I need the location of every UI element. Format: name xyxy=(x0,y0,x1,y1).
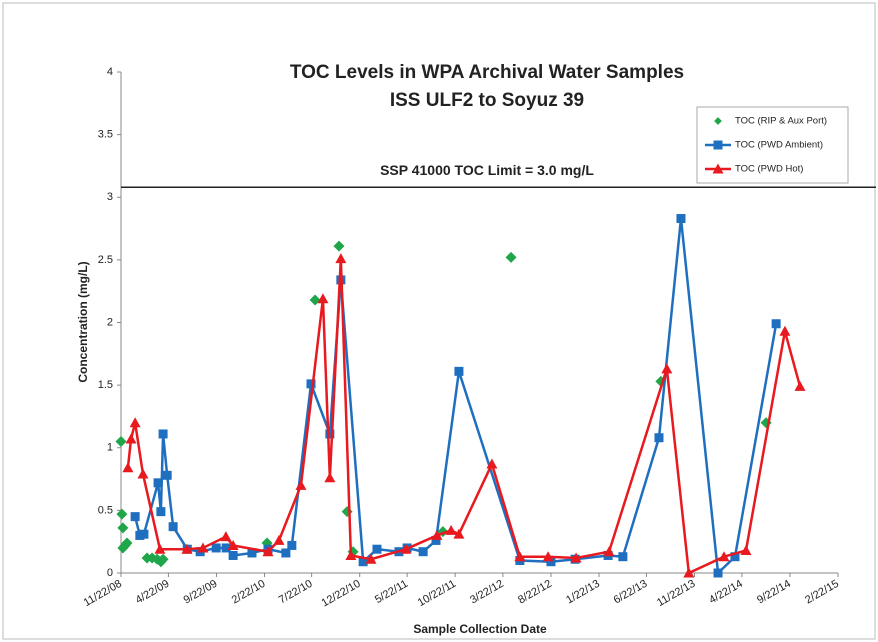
data-point xyxy=(505,251,517,263)
data-point xyxy=(794,380,806,391)
data-point xyxy=(154,543,166,554)
data-point xyxy=(168,522,178,532)
data-point xyxy=(333,240,345,252)
data-point xyxy=(546,557,556,567)
data-point xyxy=(306,379,316,389)
y-tick-label: 4 xyxy=(107,66,113,78)
legend-label: TOC (RIP & Aux Port) xyxy=(735,116,827,127)
data-point xyxy=(676,214,686,224)
data-point xyxy=(570,552,582,563)
data-point xyxy=(295,479,307,490)
data-point xyxy=(779,325,791,336)
data-point xyxy=(358,557,368,567)
legend-label: TOC (PWD Hot) xyxy=(735,164,803,175)
data-point xyxy=(181,543,193,554)
x-axis-title: Sample Collection Date xyxy=(413,622,547,636)
data-point xyxy=(603,546,615,557)
data-point xyxy=(273,534,285,545)
data-point xyxy=(661,363,673,374)
data-point xyxy=(654,433,664,443)
data-point xyxy=(220,531,232,542)
data-point xyxy=(227,539,239,550)
y-tick-label: 0.5 xyxy=(98,504,113,516)
data-point xyxy=(771,319,781,329)
data-point xyxy=(618,552,628,562)
y-axis-title: Concentration (mg/L) xyxy=(76,261,90,382)
data-point xyxy=(345,549,357,560)
data-point xyxy=(317,293,329,304)
data-point xyxy=(211,543,221,553)
legend-label: TOC (PWD Ambient) xyxy=(735,140,823,151)
data-point xyxy=(116,508,128,520)
data-point xyxy=(129,417,141,428)
data-point xyxy=(287,540,297,550)
data-point xyxy=(335,253,347,264)
y-tick-label: 1.5 xyxy=(98,379,113,391)
data-point xyxy=(445,524,457,535)
data-point xyxy=(247,548,257,558)
data-point xyxy=(153,478,163,488)
y-tick-label: 2.5 xyxy=(98,254,113,266)
data-point xyxy=(122,462,134,473)
data-point xyxy=(117,522,129,534)
data-point xyxy=(262,546,274,557)
data-point xyxy=(542,551,554,562)
data-point xyxy=(486,458,498,469)
data-point xyxy=(718,551,730,562)
legend-marker xyxy=(712,163,724,174)
data-point xyxy=(730,552,740,562)
data-point xyxy=(514,551,526,562)
data-point xyxy=(137,468,149,479)
data-point xyxy=(365,553,377,564)
data-point xyxy=(157,553,169,565)
y-tick-label: 1 xyxy=(107,442,113,454)
y-tick-label: 3 xyxy=(107,191,113,203)
data-point xyxy=(125,433,137,444)
limit-label: SSP 41000 TOC Limit = 3.0 mg/L xyxy=(380,162,594,178)
y-tick-label: 3.5 xyxy=(98,129,113,141)
y-tick-label: 0 xyxy=(107,567,113,579)
data-point xyxy=(740,544,752,555)
data-point xyxy=(228,550,238,560)
data-point xyxy=(139,529,149,539)
data-point xyxy=(372,544,382,554)
data-point xyxy=(453,528,465,539)
data-point xyxy=(431,535,441,545)
data-point xyxy=(115,435,127,447)
chart-subtitle: ISS ULF2 to Soyuz 39 xyxy=(390,90,584,111)
data-point xyxy=(158,429,168,439)
data-point xyxy=(418,547,428,557)
data-point xyxy=(156,507,166,517)
data-point xyxy=(454,366,464,376)
data-point xyxy=(400,543,412,554)
chart-title: TOC Levels in WPA Archival Water Samples xyxy=(290,62,684,83)
data-point xyxy=(121,537,133,549)
data-point xyxy=(130,512,140,522)
data-point xyxy=(162,470,172,480)
data-point xyxy=(324,472,336,483)
data-point xyxy=(281,548,291,558)
data-point xyxy=(431,529,443,540)
y-tick-label: 2 xyxy=(107,316,113,328)
data-point xyxy=(713,568,723,578)
data-point xyxy=(683,567,695,578)
legend-marker xyxy=(713,140,723,150)
data-point xyxy=(221,543,231,553)
data-point xyxy=(197,542,209,553)
data-point xyxy=(325,429,335,439)
